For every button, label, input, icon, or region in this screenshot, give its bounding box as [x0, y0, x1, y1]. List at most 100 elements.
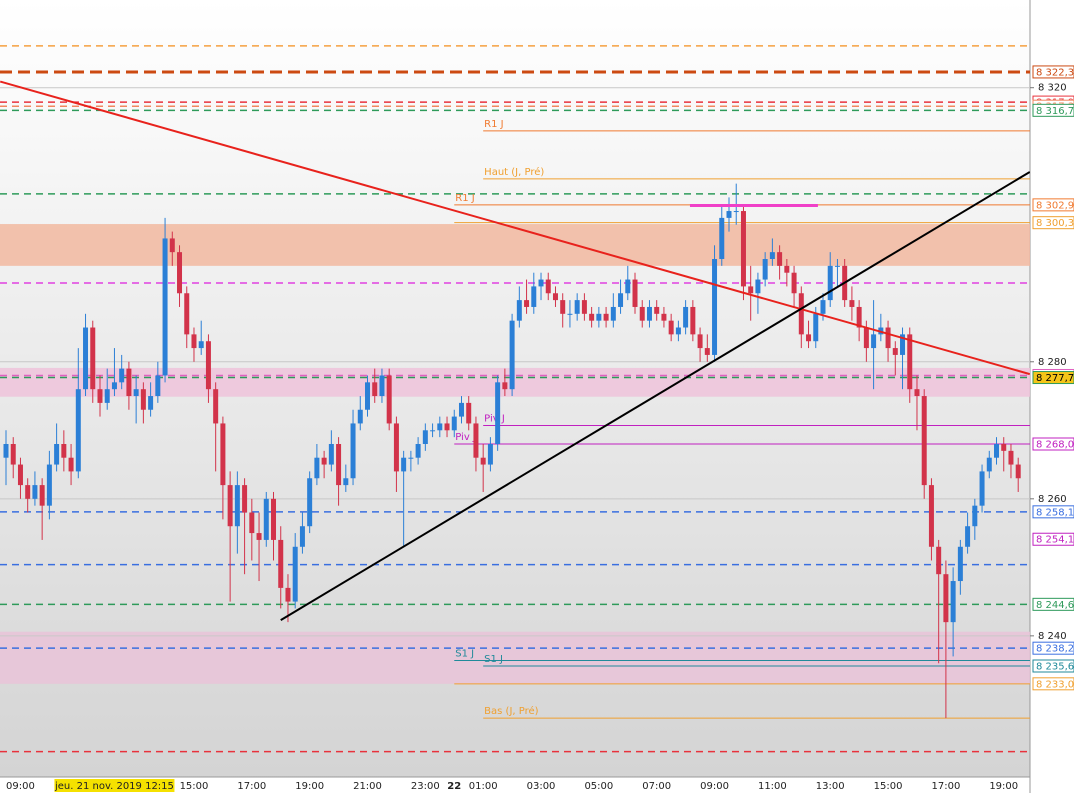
grid — [0, 87, 1030, 637]
zone — [0, 631, 1030, 684]
candle-body — [625, 279, 631, 294]
candle-body — [791, 272, 797, 294]
candle-body — [365, 382, 370, 410]
candle-body — [169, 238, 175, 253]
candle-body — [3, 444, 9, 458]
level-label-box — [1032, 437, 1074, 451]
candle-body — [610, 306, 616, 321]
candle-body — [646, 306, 652, 321]
level-label-box — [1032, 216, 1074, 230]
level-label: 8 254,1 — [1036, 535, 1074, 546]
y-tick-label: 8 260 — [1038, 494, 1067, 505]
level-label: 8 322,3 — [1036, 67, 1074, 78]
level-text: S1 J — [484, 654, 503, 665]
x-tick-label: 19:00 — [989, 781, 1018, 792]
trendlines — [0, 80, 1030, 621]
y-tick-label: 8 320 — [1038, 83, 1067, 94]
candle-body — [813, 313, 819, 342]
candle-body — [350, 423, 356, 479]
candle-body — [191, 334, 197, 349]
candle-body — [75, 389, 81, 472]
candle-body — [10, 444, 16, 465]
candles — [3, 183, 1021, 719]
candle-body — [965, 526, 971, 547]
candle-body — [560, 300, 566, 314]
x-tick-label: 03:00 — [527, 781, 556, 792]
candle-body — [957, 546, 963, 582]
candle-body — [140, 389, 146, 410]
candle-body — [83, 327, 89, 390]
candle-body — [943, 574, 949, 623]
candle-body — [495, 382, 501, 444]
candle-body — [1015, 464, 1021, 479]
level-text: Piv J — [455, 432, 476, 443]
candle-body — [871, 334, 877, 349]
level-text: S1 J — [455, 649, 474, 660]
x-tick-label: 11:00 — [758, 781, 787, 792]
candle-body — [856, 306, 862, 328]
trendline — [280, 171, 1030, 621]
candle-body — [639, 306, 645, 321]
candle-body — [885, 327, 891, 349]
candle-body — [538, 279, 544, 287]
candle-body — [914, 389, 920, 397]
candle-body — [769, 252, 775, 259]
candle-body — [32, 485, 38, 499]
level-label-box — [1032, 677, 1074, 691]
candle-body — [740, 211, 746, 287]
candle-body — [863, 327, 869, 349]
level-label: 8 235,6 — [1036, 662, 1074, 673]
x-tick-label: 05:00 — [584, 781, 613, 792]
candle-body — [444, 423, 450, 431]
candle-body — [184, 293, 190, 335]
candle-body — [704, 348, 710, 355]
candle-body — [936, 546, 942, 575]
candle-body — [148, 396, 154, 410]
candle-body — [17, 464, 23, 486]
candle-body — [90, 327, 96, 390]
candle-body — [54, 444, 60, 465]
level-label: 8 238,2 — [1036, 644, 1074, 655]
x-label-highlight — [54, 779, 175, 792]
candle-body — [726, 211, 732, 218]
x-tick-label: 15:00 — [180, 781, 209, 792]
candle-body — [921, 396, 927, 486]
candle-body — [256, 533, 262, 540]
candle-body — [986, 457, 992, 472]
candle-body — [343, 478, 349, 486]
candle-body — [372, 382, 378, 397]
candle-body — [820, 300, 826, 314]
candle-body — [907, 334, 913, 390]
x-tick-label: 09:00 — [6, 781, 35, 792]
candle-body — [25, 485, 31, 499]
candle-body — [632, 279, 638, 307]
zone — [0, 367, 1030, 397]
candle-body — [415, 444, 421, 458]
candle-body — [545, 279, 551, 294]
candle-body — [798, 293, 804, 335]
candle-body — [430, 430, 436, 432]
candle-body — [979, 471, 985, 506]
candle-body — [458, 402, 464, 417]
candle-body — [755, 279, 761, 294]
candle-body — [1008, 450, 1014, 465]
level-label-box — [1032, 597, 1074, 611]
candle-body — [581, 300, 587, 314]
level-label: 8 258,1 — [1036, 507, 1074, 518]
candle-body — [321, 457, 327, 465]
candle-body — [393, 423, 399, 472]
candle-body — [422, 430, 428, 444]
level-label: 8 316,7 — [1036, 106, 1074, 117]
candle-body — [292, 546, 298, 602]
candle-body — [39, 485, 45, 506]
candle-body — [227, 485, 233, 527]
candle-body — [437, 423, 443, 431]
candle-body — [155, 375, 161, 397]
level-label-box — [1032, 65, 1074, 79]
candle-body — [683, 306, 689, 328]
level-label-box — [1032, 198, 1074, 212]
candle-body — [784, 265, 790, 273]
zones — [0, 224, 1030, 684]
candle-body — [697, 334, 703, 349]
